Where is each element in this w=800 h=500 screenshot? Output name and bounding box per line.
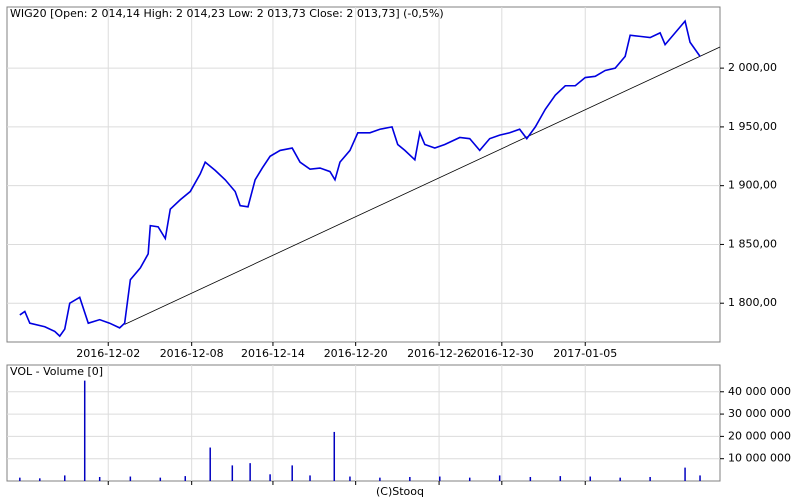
x-tick-label: 2017-01-05 [553,347,617,360]
y-tick-label: 1 850,00 [728,237,777,250]
volume-bar [379,477,381,481]
volume-bar [589,476,591,481]
volume-bar [129,476,132,481]
y-tick-label: 10 000 000 [728,452,791,465]
volume-bar [184,476,186,481]
y-tick-label: 1 800,00 [728,296,777,309]
volume-bar [619,477,621,481]
volume-bar [349,476,351,481]
volume-bar [439,476,441,481]
volume-bar [39,478,41,481]
footer: (C)Stooq [376,485,424,498]
y-tick-label: 20 000 000 [728,429,791,442]
volume-bar [529,476,532,481]
panel-title: WIG20 [Open: 2 014,14 High: 2 014,23 Low… [10,7,444,20]
volume-bar [333,431,336,481]
volume-bar [699,475,701,481]
volume-bar [468,477,471,481]
volume-bar [649,476,651,481]
volume-bar [409,476,411,481]
volume-bar [159,477,162,481]
volume-bar [291,465,293,481]
plot-area [6,6,721,343]
x-tick-label: 2016-12-08 [160,347,224,360]
x-tick-label: 2016-12-20 [324,347,388,360]
volume-bar [209,447,211,481]
x-tick-label: 2016-12-26 [407,347,471,360]
x-tick-label: 2016-12-30 [470,347,534,360]
y-tick-label: 2 000,00 [728,61,777,74]
panel-title: VOL - Volume [0] [10,365,103,378]
volume-bar [19,477,21,481]
trend-line [124,46,721,325]
y-tick-label: 40 000 000 [728,385,791,398]
volume-bar [309,475,311,481]
x-tick-label: 2016-12-14 [241,347,305,360]
y-tick-label: 30 000 000 [728,407,791,420]
volume-bar [559,476,562,481]
volume-bar [498,475,501,481]
volume-bar [269,474,271,481]
plot-area [6,364,721,482]
volume-bar [98,476,101,481]
volume-bar [64,475,66,481]
price-line [19,19,701,338]
volume-bar [249,463,251,481]
volume-bar [83,380,86,481]
y-tick-label: 1 950,00 [728,120,777,133]
y-tick-label: 1 900,00 [728,179,777,192]
volume-bar [231,465,234,481]
x-tick-label: 2016-12-02 [76,347,140,360]
volume-bar [684,467,686,481]
